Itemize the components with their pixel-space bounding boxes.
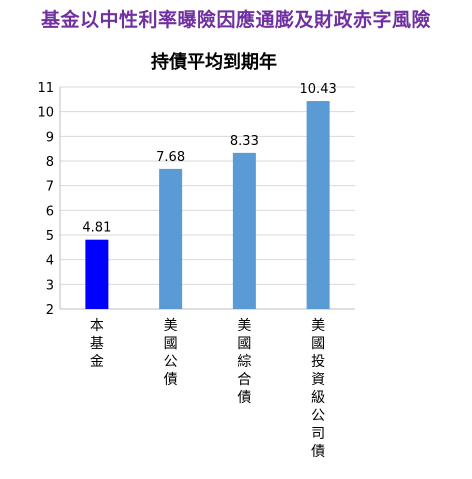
bar [306,101,330,309]
page-header: 基金以中性利率曝險因應通膨及財政赤字風險 [0,0,472,36]
category-labels: 本基金 美國公債 美國綜合債 美國投資級公司債 [90,318,325,460]
y-tick-label: 3 [46,278,54,293]
data-label: 10.43 [300,82,337,97]
category-label: 美國公債 [164,318,178,388]
y-tick-label: 6 [46,204,54,219]
axes [59,87,355,310]
data-label: 4.81 [82,221,111,236]
bars [85,101,330,309]
bar [232,152,256,309]
category-label: 美國投資級公司債 [311,318,325,460]
y-tick-label: 2 [46,303,54,318]
y-tick-label: 10 [37,106,54,121]
chart-title: 持債平均到期年 [151,51,277,73]
category-label: 本基金 [90,318,104,370]
page-header-title: 基金以中性利率曝險因應通膨及財政赤字風險 [40,8,431,31]
data-label: 7.68 [156,150,185,165]
bar [159,168,183,309]
data-labels: 4.81 7.68 8.33 10.43 [82,82,336,236]
y-tick-label: 8 [46,155,54,170]
y-tick-label: 9 [46,130,54,145]
y-tick-label: 11 [37,81,54,96]
bar [85,239,109,309]
category-label: 美國綜合債 [237,318,251,406]
y-tick-label: 4 [46,254,54,269]
y-tick-label: 5 [46,229,54,244]
data-label: 8.33 [230,134,259,149]
y-tick-labels: 2 3 4 5 6 7 8 9 10 11 [37,81,54,318]
y-tick-label: 7 [46,180,54,195]
